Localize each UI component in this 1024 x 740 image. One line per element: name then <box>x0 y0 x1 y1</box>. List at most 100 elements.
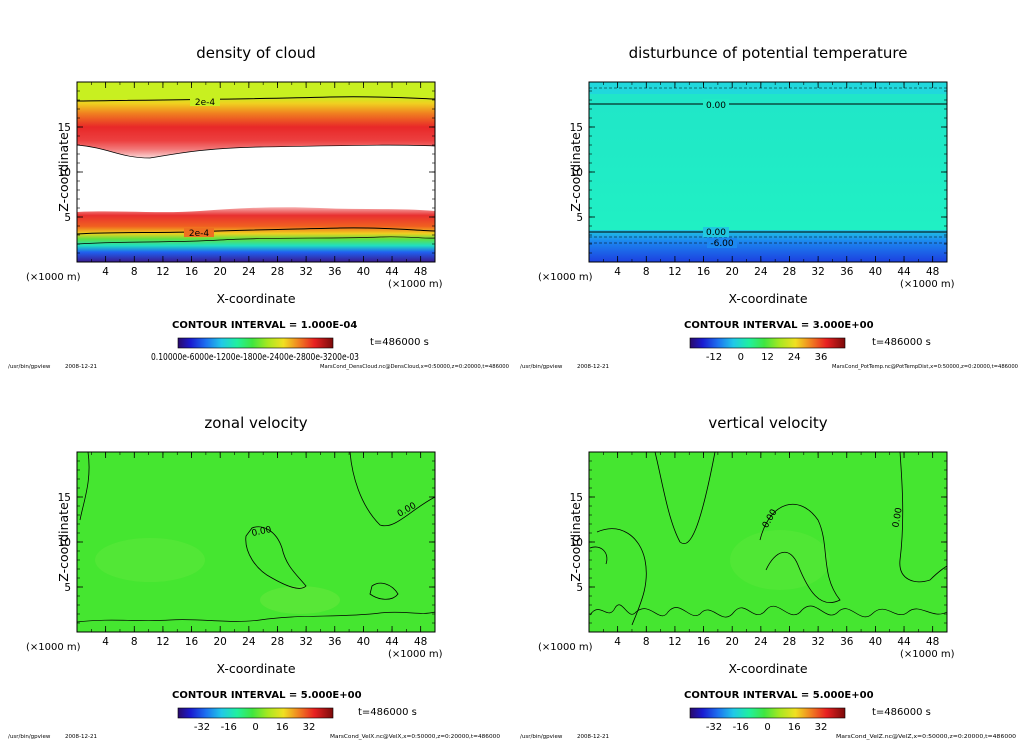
x-tick-label: 44 <box>897 266 911 278</box>
x-tick-label: 4 <box>102 266 109 278</box>
x-unit-label-right: (×1000 m) <box>388 279 443 290</box>
colorbar-tick-label: -32 <box>706 722 722 733</box>
x-tick-label: 24 <box>754 636 768 648</box>
x-tick-label: 20 <box>214 636 227 648</box>
x-tick-label: 16 <box>185 636 199 648</box>
x-tick-label: 12 <box>156 636 169 648</box>
contour-line <box>759 504 841 603</box>
cloud-layer-upper <box>77 96 435 158</box>
y-tick-label: 10 <box>58 167 71 179</box>
colorbar-tick-label: 32 <box>303 722 316 733</box>
chart-title: vertical velocity <box>708 414 827 432</box>
colorbar-tick-label: 16 <box>276 722 289 733</box>
x-tick-label: 44 <box>897 636 911 648</box>
contour-interval: CONTOUR INTERVAL = 1.000E-04 <box>172 320 357 331</box>
footer-date: 2008-12-21 <box>577 364 609 370</box>
colorbar <box>689 707 846 719</box>
colorbar-tick-label: 36 <box>815 352 828 363</box>
contour-line <box>76 611 436 623</box>
x-tick-label: 36 <box>328 266 342 278</box>
x-tick-label: 20 <box>726 266 739 278</box>
contour-line <box>589 604 948 618</box>
colorbar-ticks: -32 -16 0 16 32 <box>194 722 316 733</box>
x-unit-label-left: (×1000 m) <box>26 272 81 283</box>
contour-line <box>596 528 647 626</box>
contour-line <box>589 546 608 565</box>
contour-line <box>654 451 716 544</box>
x-tick-label: 40 <box>357 636 370 648</box>
x-unit-label-right: (×1000 m) <box>900 279 955 290</box>
contour-label: 0.00 <box>891 507 904 529</box>
x-unit-label-left: (×1000 m) <box>26 642 81 653</box>
contour-line-lower <box>76 236 436 245</box>
footer-program: /usr/bin/gpview <box>520 734 563 740</box>
y-tick-label: 5 <box>64 582 71 594</box>
contour-line-2e-4-top <box>76 96 436 102</box>
x-unit-label-right: (×1000 m) <box>388 649 443 660</box>
y-tick-label: 10 <box>570 167 583 179</box>
chart-title: disturbunce of potential temperature <box>629 44 908 62</box>
x-tick-label: 8 <box>131 636 138 648</box>
x-tick-label: 48 <box>414 266 427 278</box>
y-ticks: 5 10 15 <box>570 460 947 624</box>
time-stamp: t=486000 s <box>872 337 931 348</box>
x-tick-label: 24 <box>242 636 256 648</box>
y-tick-label: 15 <box>58 122 71 134</box>
x-ticks: 4 8 12 16 20 24 28 32 36 40 44 48 <box>91 82 427 278</box>
colorbar <box>689 337 846 349</box>
contour-line-2e-4-bottom <box>76 227 436 235</box>
x-tick-label: 32 <box>811 266 824 278</box>
contour-line <box>899 451 948 583</box>
footer-date: 2008-12-21 <box>65 734 97 740</box>
colorbar <box>177 337 334 349</box>
y-tick-label: 15 <box>570 122 583 134</box>
x-tick-label: 24 <box>242 266 256 278</box>
contour-label: 0.00 <box>706 101 726 111</box>
x-axis-label: X-coordinate <box>216 661 295 676</box>
cloud-layer-lower <box>77 207 435 262</box>
x-tick-label: 36 <box>328 636 342 648</box>
y-axis-label: Z-coordinate <box>568 502 583 582</box>
field-lower-band <box>589 230 947 262</box>
y-axis-label: Z-coordinate <box>56 502 71 582</box>
colorbar-tick-label: 0 <box>738 352 744 363</box>
x-axis-label: X-coordinate <box>728 291 807 306</box>
x-tick-label: 36 <box>840 636 854 648</box>
x-tick-label: 48 <box>926 266 939 278</box>
contour-interval: CONTOUR INTERVAL = 5.000E+00 <box>684 690 874 701</box>
x-axis-label: X-coordinate <box>728 661 807 676</box>
x-tick-label: 12 <box>156 266 169 278</box>
x-tick-label: 8 <box>643 266 650 278</box>
x-tick-label: 32 <box>299 266 312 278</box>
x-tick-label: 28 <box>271 266 284 278</box>
colorbar-labels: 0.10000e-6000e-1200e-1800e-2400e-2800e-3… <box>151 352 359 363</box>
x-tick-label: 28 <box>783 636 796 648</box>
contour-line <box>79 451 90 521</box>
y-axis-label: Z-coordinate <box>568 132 583 212</box>
footer-date: 2008-12-21 <box>65 364 97 370</box>
x-tick-label: 44 <box>385 266 399 278</box>
x-tick-label: 48 <box>926 636 939 648</box>
contour-label: 2e-4 <box>195 98 216 108</box>
colorbar-tick-label: 16 <box>788 722 801 733</box>
contour-line <box>369 582 399 600</box>
time-stamp: t=486000 s <box>872 707 931 718</box>
colorbar-tick-label: -32 <box>194 722 210 733</box>
contour-line <box>245 526 307 589</box>
time-stamp: t=486000 s <box>358 707 417 718</box>
chart-title: density of cloud <box>196 44 316 62</box>
x-tick-label: 32 <box>299 636 312 648</box>
x-tick-label: 8 <box>131 266 138 278</box>
colorbar-ticks: -12 0 12 24 36 <box>706 352 828 363</box>
contour-label: 0.00 <box>251 525 273 539</box>
x-tick-label: 28 <box>271 636 284 648</box>
footer-program: /usr/bin/gpview <box>8 734 51 740</box>
contour-line <box>349 451 436 527</box>
colorbar-tick-label: -16 <box>221 722 237 733</box>
y-ticks: 5 10 15 <box>58 90 435 254</box>
colorbar-ticks: -32 -16 0 16 32 <box>706 722 828 733</box>
contour-line-cloud-edge <box>76 144 436 159</box>
